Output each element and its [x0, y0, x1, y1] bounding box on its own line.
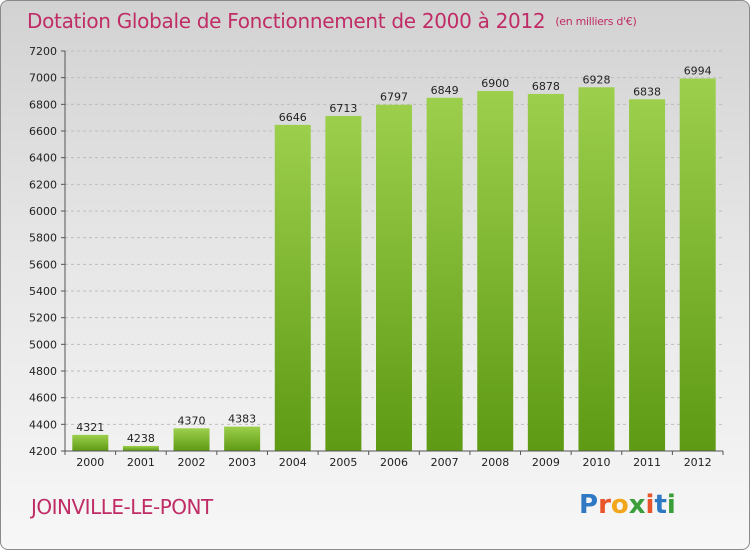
- y-tick-label: 6800: [29, 98, 57, 111]
- logo-letter: i: [666, 490, 676, 520]
- x-tick-label-2011: 2011: [633, 456, 661, 469]
- bar-2006: [376, 104, 412, 451]
- data-label-2012: 6994: [684, 64, 712, 77]
- commune-name: JOINVILLE-LE-PONT: [31, 495, 213, 519]
- y-tick-label: 4400: [29, 418, 57, 431]
- bar-2008: [477, 91, 514, 451]
- data-label-2001: 4238: [127, 432, 155, 445]
- logo-letter: t: [654, 490, 667, 520]
- logo-letter: r: [598, 490, 611, 520]
- y-tick-label: 6400: [29, 152, 57, 165]
- x-tick-label-2004: 2004: [279, 456, 307, 469]
- x-tick-label-2002: 2002: [178, 456, 206, 469]
- y-tick-label: 5600: [29, 258, 57, 271]
- data-label-2003: 4383: [228, 413, 256, 426]
- y-tick-label: 5400: [29, 285, 57, 298]
- bar-2000: [72, 434, 109, 451]
- title-text: Dotation Globale de Fonctionnement de 20…: [27, 9, 546, 33]
- data-label-2006: 6797: [380, 91, 408, 104]
- y-tick-label: 5200: [29, 312, 57, 325]
- data-label-2011: 6838: [633, 85, 661, 98]
- logo-letter: o: [610, 490, 629, 520]
- logo-letter: P: [579, 490, 599, 520]
- x-tick-label-2008: 2008: [481, 456, 509, 469]
- data-label-2009: 6878: [532, 80, 560, 93]
- bar-2002: [173, 428, 210, 451]
- x-tick-label-2001: 2001: [127, 456, 155, 469]
- bar-2010: [578, 87, 615, 452]
- y-axis: 4200 4400 4600 4800 5000 5200 5400 5600 5800 6000…: [29, 45, 66, 458]
- data-label-2002: 4370: [178, 414, 206, 427]
- bar-2011: [629, 99, 666, 452]
- y-tick-label: 7200: [29, 45, 57, 58]
- logo-letter: i: [645, 490, 655, 520]
- y-tick-label: 4600: [29, 392, 57, 405]
- x-tick-label-2003: 2003: [228, 456, 256, 469]
- x-tick-label-2006: 2006: [380, 456, 408, 469]
- bar-2003: [224, 426, 261, 451]
- bar-2001: [122, 445, 159, 451]
- y-tick-label: 4200: [29, 445, 57, 458]
- proxiti-logo[interactable]: Proxiti: [579, 490, 676, 520]
- bar-2005: [325, 115, 362, 451]
- y-tick-label: 4800: [29, 365, 57, 378]
- bars: [72, 78, 716, 452]
- data-label-2005: 6713: [329, 102, 357, 115]
- y-tick-label: 6000: [29, 205, 57, 218]
- y-tick-label: 5800: [29, 232, 57, 245]
- chart-title: Dotation Globale de Fonctionnement de 20…: [27, 9, 637, 33]
- bar-2004: [274, 124, 311, 451]
- data-label-2000: 4321: [76, 421, 104, 434]
- data-labels: 4321 4238 4370 4383 6646 6713 6797 6849 6900 6878…: [76, 64, 711, 444]
- bar-2012: [679, 78, 716, 451]
- bar-2007: [426, 97, 463, 452]
- x-tick-label-2000: 2000: [76, 456, 104, 469]
- x-tick-label-2010: 2010: [582, 456, 610, 469]
- logo-letter: x: [628, 490, 646, 520]
- x-axis: 2000 2001 2002 2003 2004 2005 2006 2007 2008 2009…: [64, 450, 724, 469]
- x-tick-label-2009: 2009: [532, 456, 560, 469]
- data-label-2010: 6928: [582, 73, 610, 86]
- x-tick-label-2005: 2005: [329, 456, 357, 469]
- chart-subtitle: (en milliers d'€): [555, 15, 637, 28]
- y-tick-label: 5000: [29, 338, 57, 351]
- x-tick-label-2007: 2007: [431, 456, 459, 469]
- data-label-2007: 6849: [431, 84, 459, 97]
- x-tick-label-2012: 2012: [684, 456, 712, 469]
- data-label-2004: 6646: [279, 111, 307, 124]
- y-tick-label: 7000: [29, 72, 57, 85]
- bar-2009: [527, 93, 564, 451]
- data-label-2008: 6900: [481, 77, 509, 90]
- y-tick-label: 6200: [29, 178, 57, 191]
- y-tick-label: 6600: [29, 125, 57, 138]
